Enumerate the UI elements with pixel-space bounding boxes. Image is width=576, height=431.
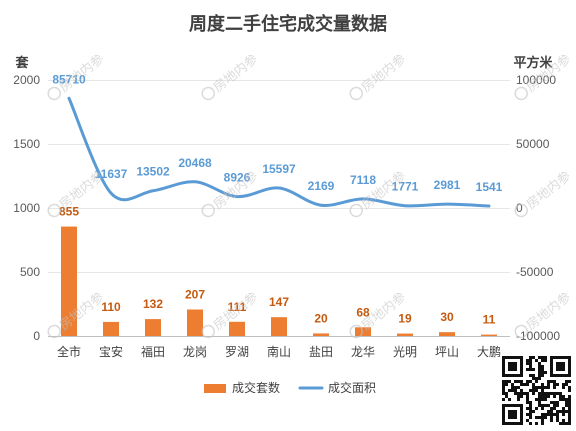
bar: [313, 333, 329, 336]
line-value-label: 85710: [52, 72, 86, 86]
right-tick-label: -100000: [516, 329, 560, 343]
watermark-logo-icon: [349, 203, 364, 218]
legend-label-line: 成交面积: [328, 380, 376, 395]
category-label: 宝安: [99, 344, 123, 359]
watermark-logo-icon: [201, 324, 216, 339]
right-tick-label: 50000: [516, 137, 550, 151]
bar-series: [61, 226, 497, 336]
left-tick-label: 1500: [13, 137, 40, 151]
bar-value-label: 207: [185, 288, 205, 302]
category-label: 全市: [57, 344, 81, 359]
line-value-label: 15597: [262, 162, 296, 176]
bar: [229, 321, 245, 336]
bar-value-label: 132: [143, 297, 163, 311]
line-value-label: 2981: [434, 178, 461, 192]
chart-title: 周度二手住宅成交量数据: [189, 13, 387, 34]
line-value-label: 8926: [224, 171, 251, 185]
line-value-label: 1771: [392, 180, 419, 194]
category-label: 坪山: [435, 345, 459, 359]
right-tick-label: 100000: [516, 73, 556, 87]
watermark-logo-icon: [514, 324, 529, 339]
bar-value-label: 111: [228, 300, 247, 314]
category-label: 罗湖: [225, 344, 249, 359]
category-label: 光明: [393, 345, 417, 359]
category-label: 盐田: [309, 345, 333, 359]
right-tick-label: -50000: [516, 265, 554, 279]
line-value-label: 7118: [350, 173, 376, 187]
bar-value-label: 11: [483, 313, 496, 327]
watermark-logo-icon: [47, 324, 62, 339]
category-label: 龙岗: [183, 345, 207, 359]
bar-value-label: 30: [440, 310, 454, 324]
category-axis-labels: 全市 宝安 福田 龙岗 罗湖 南山 盐田 龙华 光明 坪山 大鹏: [57, 344, 501, 359]
bar-value-label: 19: [398, 312, 412, 326]
left-axis-title: 套: [14, 55, 29, 70]
right-axis-title: 平方米: [513, 55, 553, 70]
left-tick-label: 0: [33, 329, 40, 343]
category-label: 南山: [267, 344, 291, 359]
bar-value-label: 110: [101, 300, 121, 314]
watermark-logo-icon: [349, 324, 364, 339]
bar-value-label: 147: [269, 295, 289, 309]
category-label: 龙华: [351, 345, 375, 359]
bar: [271, 317, 287, 336]
qr-code-icon: [501, 355, 572, 426]
line-value-label: 2169: [308, 179, 335, 193]
bar: [61, 226, 77, 336]
bar-value-label: 855: [59, 205, 79, 219]
left-tick-label: 2000: [13, 73, 40, 87]
bar: [103, 321, 119, 336]
line-value-label: 13502: [136, 165, 170, 179]
left-tick-label: 1000: [13, 201, 40, 215]
category-label: 大鹏: [477, 345, 501, 359]
watermark-logo-icon: [514, 86, 529, 101]
watermark-logo-icon: [47, 203, 62, 218]
bar: [145, 319, 161, 336]
bar: [397, 333, 413, 336]
watermark-logo-icon: [47, 86, 62, 101]
line-value-label: 11637: [95, 167, 128, 181]
legend-swatch-bars: [204, 384, 226, 393]
legend-label-bars: 成交套数: [232, 380, 280, 395]
bar-value-labels: 855 110 132 207 111 147 20 68 19 30 11: [59, 205, 496, 327]
category-label: 福田: [141, 344, 165, 359]
bar-value-label: 20: [314, 311, 328, 325]
watermark-logo-icon: [349, 86, 364, 101]
watermark-logo-icon: [201, 203, 216, 218]
left-tick-label: 500: [20, 265, 40, 279]
right-axis-ticks: 100000 50000 0 -50000 -100000: [516, 73, 560, 343]
watermark-logo-icon: [201, 86, 216, 101]
gridlines: [48, 80, 510, 337]
left-axis-ticks: 2000 1500 1000 500 0: [13, 73, 40, 343]
line-value-labels: 85710 11637 13502 20468 8926 15597 2169 7118 177…: [52, 72, 502, 194]
line-series: [67, 96, 491, 208]
bar: [187, 309, 203, 336]
bar: [481, 334, 497, 336]
right-tick-label: 0: [516, 201, 523, 215]
line-value-label: 20468: [178, 156, 212, 170]
bar-value-label: 68: [356, 305, 370, 319]
line-value-label: 1541: [476, 180, 503, 194]
bar: [439, 332, 455, 336]
watermark-logo-icon: [514, 203, 529, 218]
legend: 成交套数 成交面积: [204, 380, 376, 395]
